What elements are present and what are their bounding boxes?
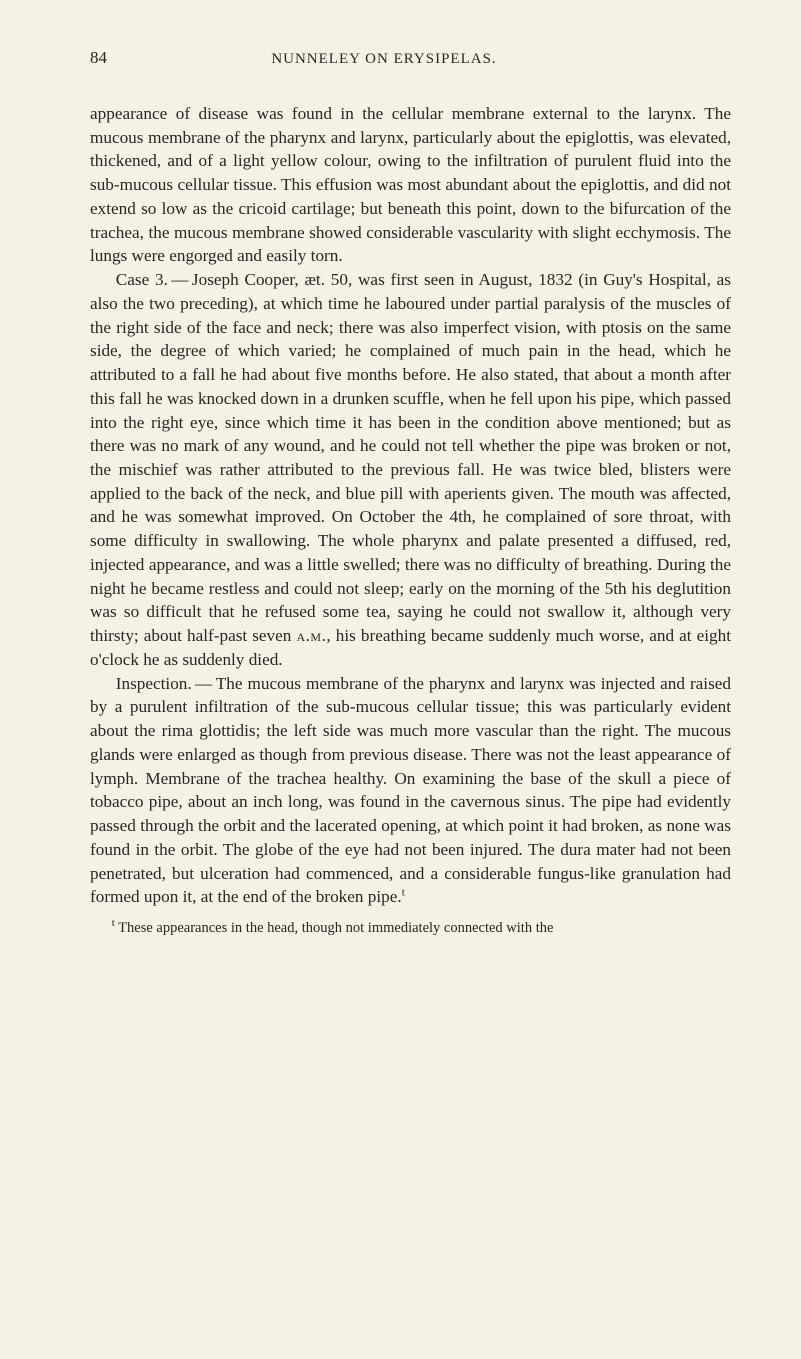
paragraph-2: Case 3. — Joseph Cooper, æt. 50, was fir… xyxy=(90,268,731,671)
paragraph-1: appearance of disease was found in the c… xyxy=(90,102,731,268)
paragraph-2-lead: Case 3. — Joseph Cooper, æt. 50, was fir… xyxy=(90,270,731,645)
running-head: NUNNELEY ON ERYSIPELAS. xyxy=(67,51,701,68)
document-page: 84 NUNNELEY ON ERYSIPELAS. appearance of… xyxy=(0,0,801,1359)
time-smallcaps: a.m. xyxy=(296,626,326,645)
page-header: 84 NUNNELEY ON ERYSIPELAS. xyxy=(90,48,731,68)
footnote: t These appearances in the head, though … xyxy=(90,919,731,939)
footnote-text: These appearances in the head, though no… xyxy=(115,920,554,936)
footnote-ref: t xyxy=(402,887,405,899)
paragraph-3-body: Inspection. — The mucous membrane of the… xyxy=(90,674,731,907)
paragraph-3: Inspection. — The mucous membrane of the… xyxy=(90,672,731,909)
body-text: appearance of disease was found in the c… xyxy=(90,102,731,909)
